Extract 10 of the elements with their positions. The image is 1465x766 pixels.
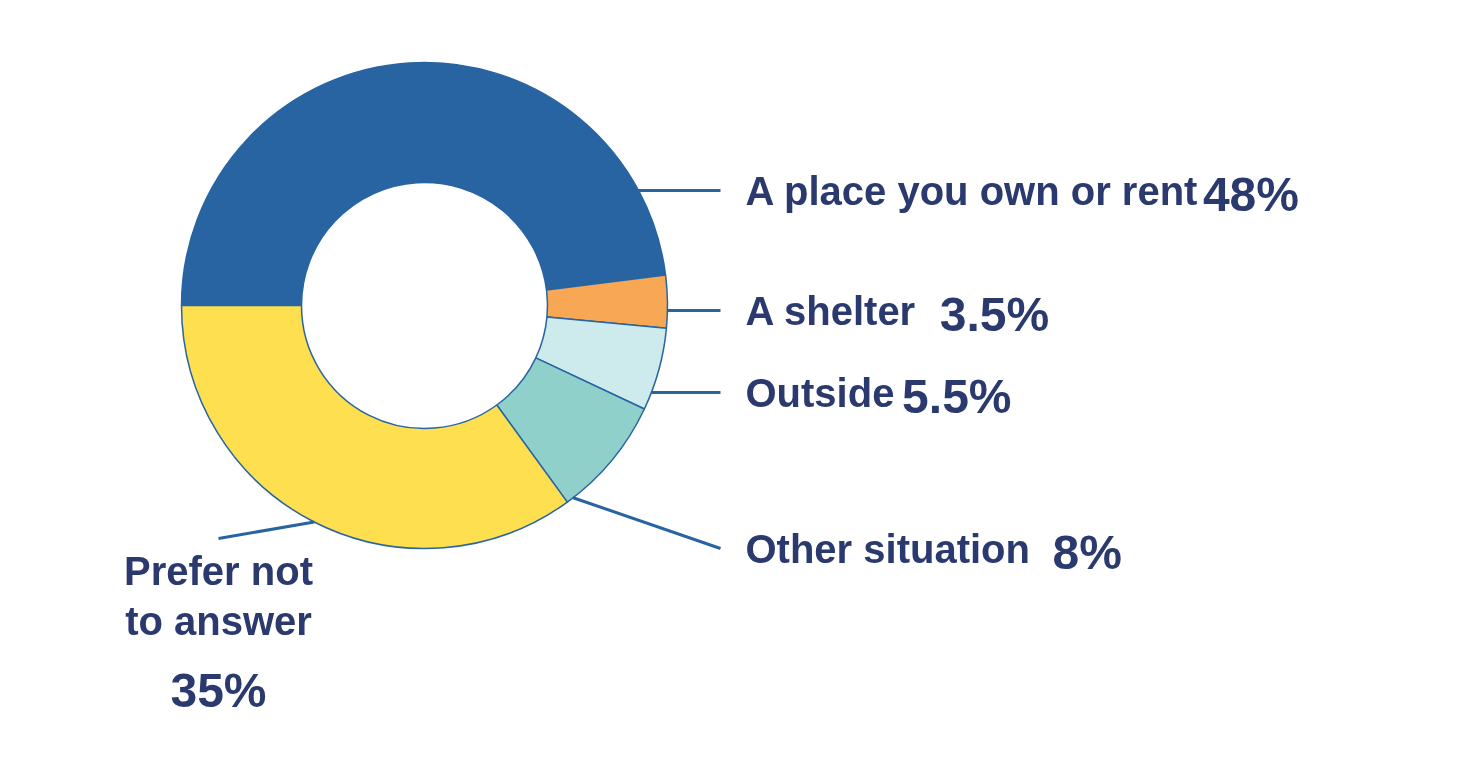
data-label: 3.5% (939, 288, 1050, 341)
data-label: 8% (1052, 526, 1122, 579)
slice-label: Other situation (745, 526, 1030, 571)
data-label: 35% (170, 664, 267, 717)
slice-label: A shelter (745, 288, 916, 333)
slice-label: Outside (745, 370, 895, 415)
data-label: 5.5% (902, 370, 1012, 423)
data-label: 48% (1202, 168, 1299, 221)
slice-label: Prefer not to answer (124, 548, 313, 644)
slice-label: A place you own or rent (745, 168, 1198, 213)
